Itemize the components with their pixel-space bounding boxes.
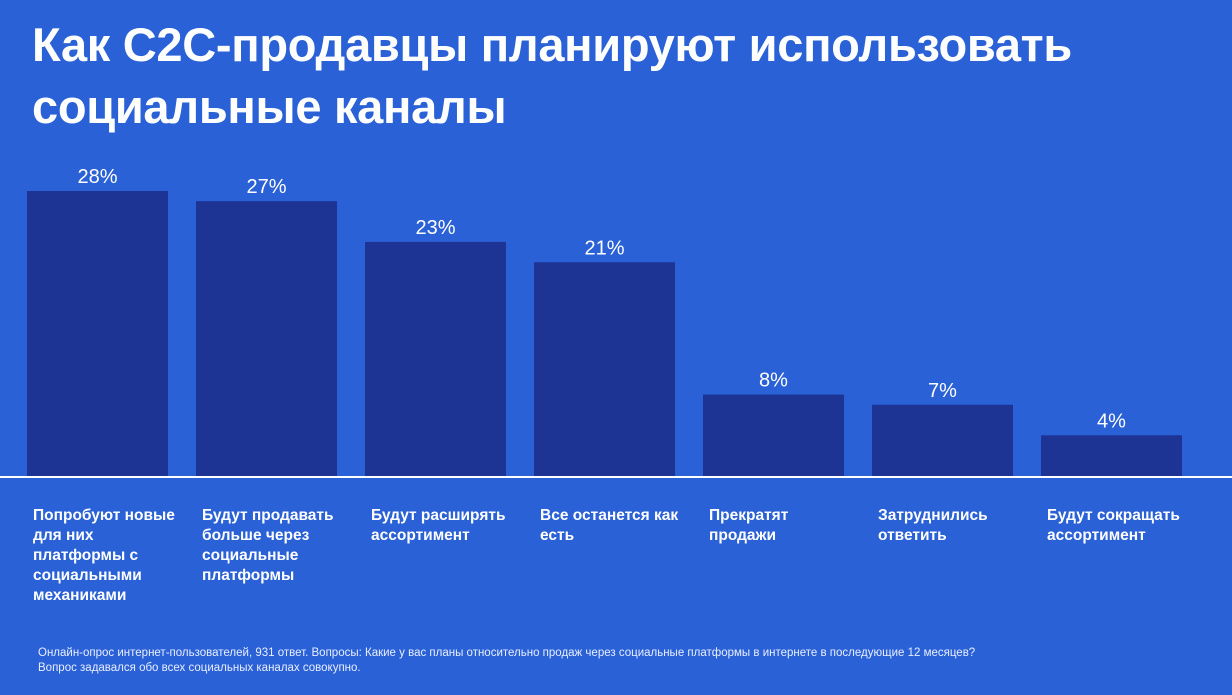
bar-7: [1041, 435, 1182, 476]
value-label-4: 21%: [584, 237, 624, 259]
bar-chart: 28% 27% 23% 21% 8% 7% 4% Попробуют новые для н…: [0, 150, 1232, 620]
category-label-5: Прекратят продажи: [709, 507, 789, 544]
bar-chart-plot: 28% 27% 23% 21% 8% 7% 4%: [0, 166, 1232, 478]
bar-1: [27, 191, 168, 476]
bar-6: [872, 404, 1013, 476]
value-label-5: 8%: [759, 370, 788, 392]
bar-5: [703, 394, 844, 476]
category-label-1: Попробуют новые для них платформы с соци…: [33, 507, 175, 604]
category-labels: Попробуют новые для них платформы с соци…: [0, 506, 1232, 616]
category-label-4: Все останется как есть: [540, 507, 679, 544]
category-label-6: Затруднились ответить: [878, 507, 988, 544]
footnote: Онлайн-опрос интернет-пользователей, 931…: [38, 646, 1198, 676]
bar-4: [534, 262, 675, 476]
footnote-line-1: Онлайн-опрос интернет-пользователей, 931…: [38, 647, 976, 659]
value-label-3: 23%: [415, 217, 455, 239]
category-label-2: Будут продавать больше через социальные …: [202, 507, 334, 584]
bar-2: [196, 201, 337, 476]
bar-3: [365, 241, 506, 476]
category-label-7: Будут сокращать ассортимент: [1047, 507, 1180, 544]
value-label-1: 28%: [77, 166, 117, 188]
category-label-3: Будут расширять ассортимент: [371, 507, 506, 544]
value-label-2: 27%: [246, 176, 286, 198]
footnote-line-2: Вопрос задавался обо всех социальных кан…: [38, 662, 361, 674]
value-label-7: 4%: [1097, 410, 1126, 432]
value-label-6: 7%: [928, 380, 957, 402]
chart-title: Как C2C-продавцы планируют использовать …: [32, 18, 1072, 133]
